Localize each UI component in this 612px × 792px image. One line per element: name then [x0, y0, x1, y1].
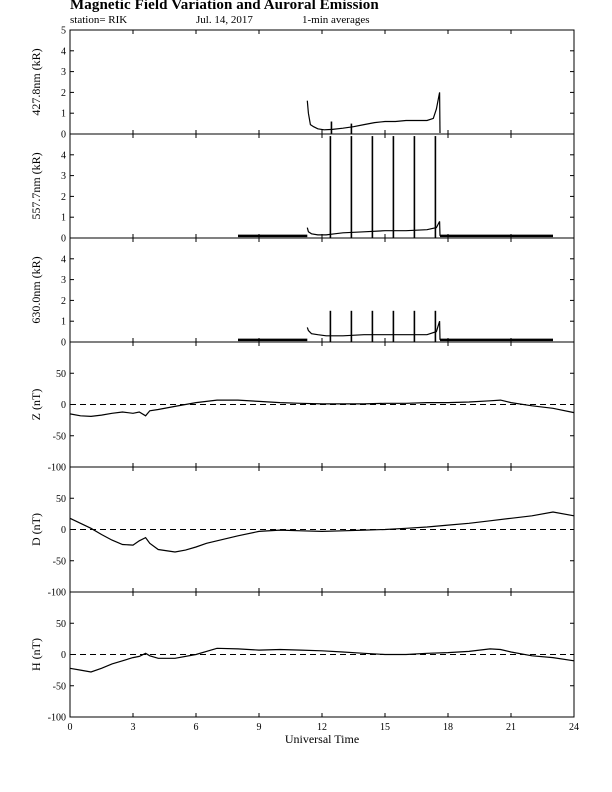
panel-frame — [69, 237, 575, 343]
y-tick-label: 2 — [61, 192, 66, 203]
series-line — [69, 647, 575, 673]
date-label: Jul. 14, 2017 — [196, 14, 253, 26]
x-tick-label: 0 — [68, 722, 73, 733]
x-tick-label: 24 — [569, 722, 579, 733]
y-tick-label: 50 — [56, 369, 66, 380]
y-tick-label: 2 — [61, 88, 66, 99]
y-axis-label: 427.8nm (kR) — [29, 48, 43, 115]
y-axis-label: 630.0nm (kR) — [29, 256, 43, 323]
y-tick-label: 4 — [61, 150, 66, 161]
y-tick-label: -100 — [48, 588, 66, 599]
panel-5: -100 -50 0 50 D (nT) — [29, 466, 575, 599]
y-tick-label: 0 — [61, 338, 66, 349]
y-tick-label: 1 — [61, 109, 66, 120]
panel-frame — [69, 29, 575, 135]
y-tick-label: 0 — [61, 130, 66, 141]
x-tick-label: 18 — [443, 722, 453, 733]
y-tick-label: 5 — [61, 26, 66, 37]
panel-frame — [69, 133, 575, 239]
y-tick-label: 50 — [56, 619, 66, 630]
y-tick-label: 3 — [61, 67, 66, 78]
y-tick-label: -50 — [53, 556, 66, 567]
y-tick-label: 3 — [61, 275, 66, 286]
y-tick-label: 1 — [61, 317, 66, 328]
y-tick-label: 4 — [61, 254, 66, 265]
y-tick-label: 0 — [61, 234, 66, 245]
series-line — [306, 321, 441, 340]
y-tick-label: -50 — [53, 431, 66, 442]
x-axis-label: Universal Time — [285, 732, 359, 746]
y-tick-label: 3 — [61, 171, 66, 182]
averaging-label: 1-min averages — [302, 14, 370, 26]
x-tick-label: 6 — [194, 722, 199, 733]
y-tick-label: 50 — [56, 494, 66, 505]
panel-4: -100 -50 0 50 Z (nT) — [29, 341, 575, 474]
y-tick-label: 0 — [61, 525, 66, 536]
y-axis-label: D (nT) — [29, 513, 43, 546]
x-tick-label: 3 — [131, 722, 136, 733]
y-tick-label: 0 — [61, 650, 66, 661]
panel-6: -100 -50 0 50 H (nT) — [29, 591, 575, 724]
x-tick-label: 21 — [506, 722, 516, 733]
series-line — [69, 511, 575, 553]
y-axis-label: Z (nT) — [29, 389, 43, 421]
panel-3: 0 1 2 3 4 630.0nm (kR) — [29, 237, 575, 349]
y-axis-label: H (nT) — [29, 638, 43, 671]
y-tick-label: 2 — [61, 296, 66, 307]
series-line — [306, 221, 441, 236]
series-line — [69, 399, 575, 418]
panel-1: 0 1 2 3 4 5 427.8nm (kR) — [29, 26, 575, 141]
y-tick-label: -100 — [48, 713, 66, 724]
series-line — [306, 92, 441, 134]
x-tick-label: 12 — [317, 722, 327, 733]
y-tick-label: 4 — [61, 46, 66, 57]
chart-title: Magnetic Field Variation and Auroral Emi… — [70, 0, 379, 13]
y-tick-label: 1 — [61, 213, 66, 224]
y-tick-label: 0 — [61, 400, 66, 411]
station-label: station= RIK — [70, 14, 128, 26]
panel-2: 0 1 2 3 4 557.7nm (kR) — [29, 133, 575, 245]
y-tick-label: -50 — [53, 681, 66, 692]
x-tick-label: 15 — [380, 722, 390, 733]
y-axis-label: 557.7nm (kR) — [29, 152, 43, 219]
y-tick-label: -100 — [48, 463, 66, 474]
x-tick-label: 9 — [257, 722, 262, 733]
